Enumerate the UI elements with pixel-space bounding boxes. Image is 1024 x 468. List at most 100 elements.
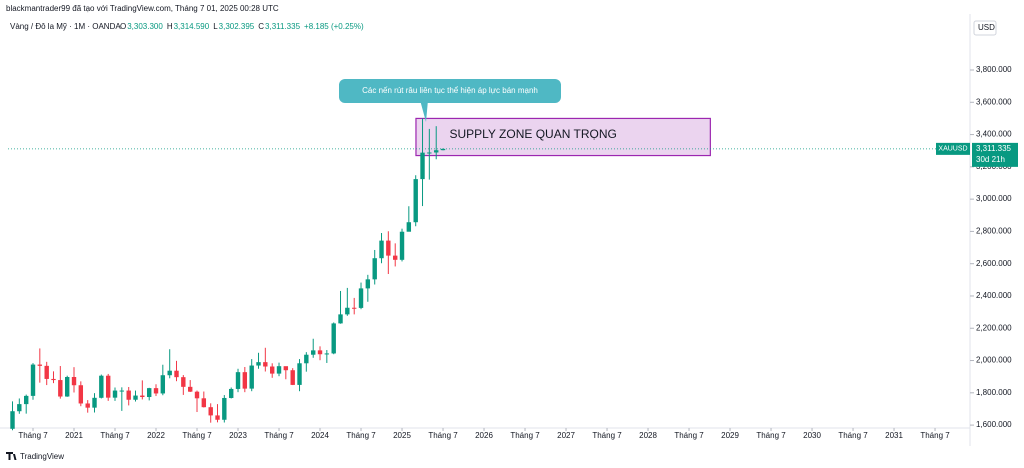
ohlc-key: C <box>258 22 264 31</box>
x-tick-label: 2025 <box>393 431 411 440</box>
candle-body <box>147 388 152 398</box>
candle-body <box>386 240 391 256</box>
candle-body <box>24 395 29 405</box>
last-price-box <box>972 142 1018 167</box>
candle-body <box>242 372 248 389</box>
candle-body <box>372 258 377 280</box>
candle-body <box>352 307 357 309</box>
y-tick-label: 2,000.000 <box>976 356 1012 365</box>
y-tick-label: 1,800.000 <box>976 388 1012 397</box>
candle-body <box>174 370 179 378</box>
last-price-label: 3,311.335 <box>976 144 1012 153</box>
y-tick-label: 2,200.000 <box>976 323 1012 332</box>
y-tick-label: 3,800.000 <box>976 65 1012 74</box>
candle-body <box>413 179 418 223</box>
x-tick-label: Tháng 7 <box>264 431 294 440</box>
candle-body <box>393 255 398 260</box>
candle-body <box>270 366 275 374</box>
candle-body <box>85 403 90 408</box>
currency-box <box>973 20 997 36</box>
candle-body <box>358 288 364 308</box>
ohlc-value: 3,311.335 <box>265 22 301 31</box>
candle-body <box>297 363 302 385</box>
candle-body <box>194 391 200 399</box>
x-tick-label: 2028 <box>639 431 657 440</box>
candle-body <box>99 375 104 398</box>
x-tick-label: Tháng 7 <box>182 431 212 440</box>
callout-box <box>339 79 561 103</box>
candle-body <box>399 231 405 260</box>
x-tick-label: Tháng 7 <box>920 431 950 440</box>
y-tick-label: 2,400.000 <box>976 291 1012 300</box>
candle-body <box>406 222 412 232</box>
candle-body <box>222 397 227 420</box>
candle-body <box>283 366 289 371</box>
candle-body <box>229 388 234 398</box>
candle-body <box>17 404 22 412</box>
x-tick-label: 2031 <box>885 431 903 440</box>
candle-body <box>133 395 138 400</box>
candle-body <box>290 370 295 385</box>
candle-body <box>331 323 336 354</box>
callout-text: Các nến rút râu liên tục thể hiện áp lực… <box>362 86 538 95</box>
candle-body <box>365 279 371 289</box>
candle-body <box>58 380 63 397</box>
candle-body <box>249 365 254 389</box>
instrument: Vàng / Đô la Mỹ · 1M · OANDA <box>10 22 121 31</box>
candle-body <box>92 397 97 408</box>
y-tick-label: 2,800.000 <box>976 227 1012 236</box>
candle-body <box>71 376 77 386</box>
ohlc-value: 3,314.590 <box>174 22 210 31</box>
logo-icon <box>6 452 17 460</box>
callout-pointer <box>420 100 428 122</box>
candle-body <box>119 390 125 392</box>
ohlc-value: 3,302.395 <box>219 22 255 31</box>
x-tick-label: Tháng 7 <box>18 431 48 440</box>
candle-body <box>427 152 432 154</box>
x-tick-label: 2022 <box>147 431 165 440</box>
candle-body <box>434 150 439 153</box>
y-tick-label: 2,600.000 <box>976 259 1012 268</box>
candle-body <box>379 240 384 259</box>
candle-body <box>440 148 446 151</box>
candle-body <box>263 362 268 367</box>
candle-body <box>78 385 84 404</box>
candle-body <box>51 378 56 381</box>
footer-logo <box>6 452 17 460</box>
candle-body <box>256 362 261 366</box>
symbol-box <box>936 142 970 155</box>
candle-body <box>10 411 15 429</box>
x-tick-label: 2024 <box>311 431 329 440</box>
x-tick-label: Tháng 7 <box>428 431 458 440</box>
x-tick-label: 2029 <box>721 431 739 440</box>
candle-body <box>215 415 220 420</box>
candle-body <box>345 307 350 315</box>
candle-body <box>311 350 316 355</box>
candle-body <box>126 390 131 400</box>
x-tick-label: 2021 <box>65 431 83 440</box>
ohlc-key: O <box>120 22 126 31</box>
candle-body <box>420 152 425 180</box>
x-tick-label: 2026 <box>475 431 493 440</box>
zone-label: SUPPLY ZONE QUAN TRỌNG <box>449 127 616 141</box>
x-tick-label: Tháng 7 <box>100 431 130 440</box>
x-tick-label: Tháng 7 <box>674 431 704 440</box>
candle-body <box>140 395 145 398</box>
candle-body <box>106 375 111 398</box>
currency: USD <box>978 23 995 32</box>
x-tick-label: Tháng 7 <box>592 431 622 440</box>
brand: TradingView <box>20 452 64 461</box>
candle-body <box>167 370 172 376</box>
candle-body <box>153 388 159 394</box>
ohlc-value: 3,303.300 <box>127 22 163 31</box>
ohlc-key: L <box>213 22 218 31</box>
y-tick-label: 3,600.000 <box>976 97 1012 106</box>
candle-body <box>30 364 36 396</box>
candle-body <box>188 386 193 392</box>
x-tick-label: 2023 <box>229 431 247 440</box>
symbol: XAUUSD <box>938 146 967 153</box>
x-tick-label: 2027 <box>557 431 575 440</box>
candle-body <box>112 390 118 398</box>
supply-zone <box>415 117 711 157</box>
